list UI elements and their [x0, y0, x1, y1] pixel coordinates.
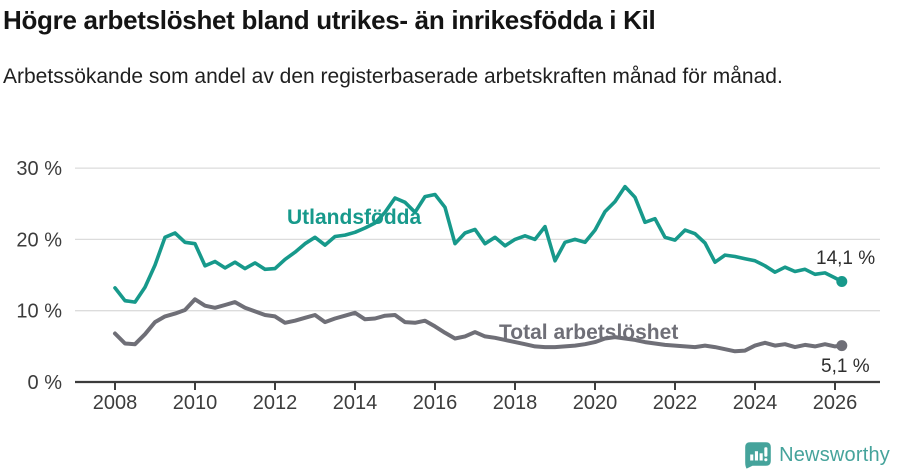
y-tick-label: 0 %: [28, 372, 63, 394]
logo-bar-2: [754, 451, 759, 461]
end-value-label-total: 5,1 %: [821, 356, 870, 377]
newsworthy-icon: [745, 442, 771, 469]
end-value-label-utlandsfodda: 14,1 %: [816, 248, 876, 269]
series-label-utlandsfodda: Utlandsfödda: [287, 206, 422, 229]
logo-bar-3: [759, 453, 763, 461]
x-tick-label: 2016: [413, 392, 458, 414]
line-total-arbetsloshet: [113, 297, 844, 354]
y-tick-label: 30 %: [16, 158, 62, 180]
newsworthy-logo: Newsworthy: [744, 441, 890, 469]
x-tick-label: 2026: [813, 392, 858, 414]
end-dot-utlandsfodda: [836, 275, 848, 287]
logo-bar-1: [750, 454, 754, 461]
x-tick-label: 2022: [653, 392, 698, 414]
x-tick-label: 2024: [733, 392, 778, 414]
x-tick-label: 2008: [93, 392, 138, 414]
logo-exclamation-stem: [764, 447, 768, 457]
y-tick-label: 20 %: [16, 229, 62, 251]
newsworthy-wordmark: Newsworthy: [779, 443, 890, 466]
chart-subtitle: Arbetssökande som andel av den registerb…: [3, 65, 783, 88]
x-tick-label: 2010: [173, 392, 218, 414]
y-tick-label: 10 %: [16, 301, 62, 323]
x-tick-label: 2014: [333, 392, 378, 414]
x-tick-label: 2012: [253, 392, 298, 414]
chart-title: Högre arbetslöshet bland utrikes- än inr…: [3, 5, 656, 35]
series-label-total-arbetsloshet: Total arbetslöshet: [499, 321, 679, 344]
x-tick-label: 2020: [573, 392, 618, 414]
end-dot-total: [836, 340, 848, 352]
line-utlandsfodda: [113, 184, 844, 304]
x-tick-label: 2018: [493, 392, 538, 414]
logo-exclamation-dot: [764, 458, 768, 462]
